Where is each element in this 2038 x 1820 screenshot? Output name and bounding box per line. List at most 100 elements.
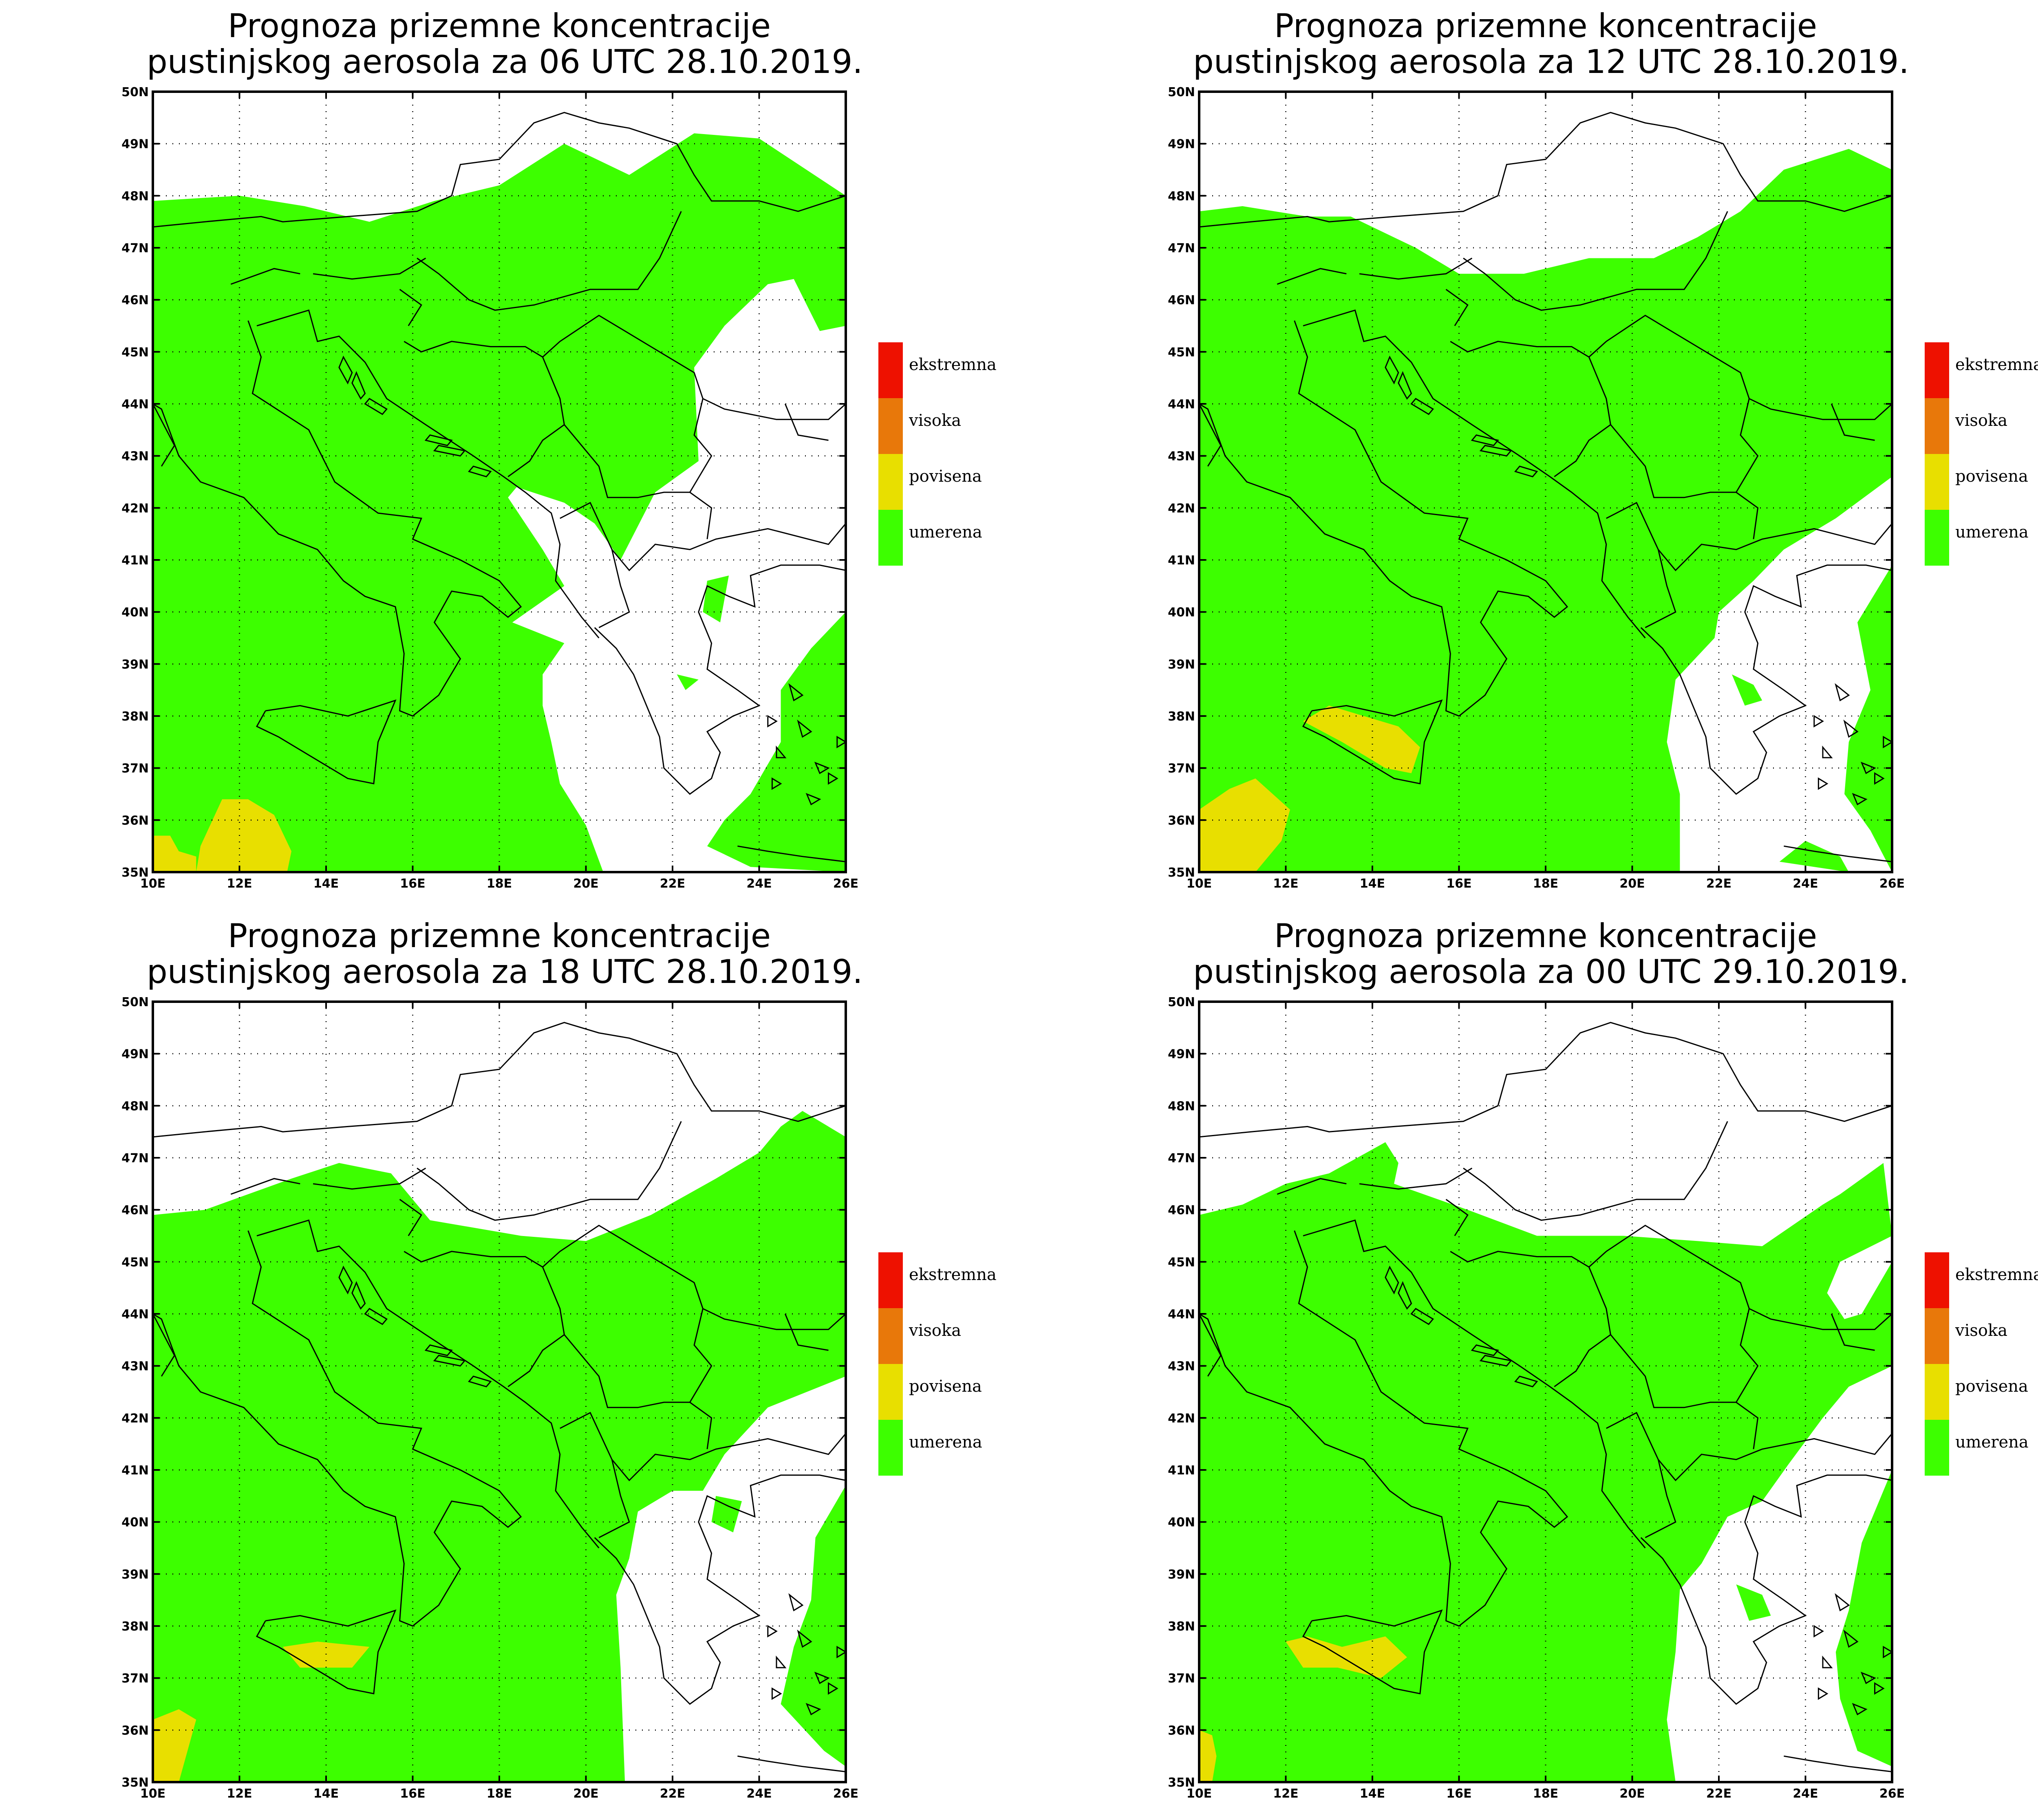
coastline-border	[1199, 1313, 1222, 1377]
coastline-border	[313, 258, 426, 280]
legend-label-ekstremna: ekstremna	[909, 1265, 997, 1284]
coastline-border	[1645, 549, 1676, 628]
legend-swatch-visoka	[1925, 398, 1949, 454]
y-tick-label: 35N	[121, 1776, 149, 1790]
plot-area	[153, 92, 846, 872]
island-outline	[1822, 1655, 1833, 1668]
x-tick-label: 10E	[1187, 877, 1212, 891]
x-tick-label: 14E	[1360, 1787, 1385, 1801]
y-tick-label: 38N	[121, 709, 149, 724]
island-outline	[1385, 1265, 1399, 1295]
y-tick-label: 41N	[1168, 1463, 1195, 1478]
y-tick-label: 37N	[1168, 762, 1195, 776]
umerena-area	[1835, 1470, 1892, 1767]
y-tick-label: 47N	[1168, 241, 1195, 256]
x-tick-label: 20E	[573, 877, 598, 891]
island-outline	[1479, 445, 1512, 457]
coastline-border	[594, 1474, 846, 1705]
island-outline	[797, 1629, 812, 1648]
x-tick-label: 10E	[140, 877, 165, 891]
coastline-border	[399, 289, 422, 326]
island-outline	[814, 762, 830, 774]
island-outline	[1514, 465, 1538, 478]
coastline-border	[1303, 309, 1646, 639]
island-outline	[364, 398, 388, 415]
x-tick-label: 14E	[313, 1787, 339, 1801]
x-tick-label: 12E	[227, 1787, 252, 1801]
panel-title: Prognoza prizemne koncentracije pustinjs…	[147, 7, 863, 80]
island-outline	[828, 1682, 838, 1695]
coastline-border	[1588, 1225, 1892, 1330]
legend-swatch-visoka	[878, 1308, 903, 1364]
legend-swatch-povisena	[1925, 1364, 1949, 1420]
legend-swatch-povisena	[1925, 454, 1949, 510]
coastline-border	[1610, 1334, 1759, 1450]
island-outline	[1471, 434, 1499, 446]
y-tick-label: 38N	[121, 1619, 149, 1634]
y-tick-label: 47N	[121, 241, 149, 256]
island-outline	[1479, 1355, 1512, 1367]
island-outline	[814, 1672, 830, 1684]
x-tick-label: 14E	[313, 877, 339, 891]
legend-swatch-umerena	[1925, 1420, 1949, 1476]
coastline-border	[784, 403, 829, 441]
coastline-border	[1610, 424, 1759, 540]
legend-label-povisena: povisena	[1955, 1377, 2028, 1396]
island-outline	[1860, 1672, 1876, 1684]
y-tick-label: 43N	[1168, 1359, 1195, 1374]
y-tick-label: 42N	[121, 1411, 149, 1426]
umerena-area	[677, 674, 699, 690]
map-panel-18utc: Prognoza prizemne koncentracije pustinjs…	[0, 910, 1046, 1820]
island-outline	[1874, 772, 1885, 785]
x-tick-label: 16E	[1446, 1787, 1471, 1801]
x-tick-label: 24E	[1793, 1787, 1818, 1801]
title-line-2: pustinjskog aerosola za 00 UTC 29.10.201…	[1193, 953, 1909, 991]
legend-swatch-umerena	[878, 1420, 903, 1476]
coastline-border	[1640, 1474, 1892, 1705]
legend-label-ekstremna: ekstremna	[1955, 1265, 2038, 1284]
y-tick-label: 38N	[1168, 709, 1195, 724]
island-outline	[1398, 371, 1412, 400]
island-outline	[836, 1646, 846, 1659]
legend-swatch-ekstremna	[1925, 342, 1949, 398]
coastline-border	[1450, 1251, 1612, 1387]
island-outline	[1813, 715, 1824, 728]
legend-label-povisena: povisena	[909, 467, 982, 486]
x-tick-label: 10E	[140, 1787, 165, 1801]
y-tick-label: 39N	[1168, 657, 1195, 672]
umerena-area	[1736, 1584, 1771, 1621]
x-tick-label: 16E	[400, 1787, 425, 1801]
title-line-1: Prognoza prizemne koncentracije	[227, 7, 771, 45]
y-tick-label: 42N	[1168, 1411, 1195, 1426]
island-outline	[1843, 1629, 1859, 1648]
y-tick-label: 35N	[121, 866, 149, 880]
map-panel-06utc: Prognoza prizemne koncentracije pustinjs…	[0, 0, 1046, 910]
y-tick-label: 49N	[1168, 1047, 1195, 1062]
legend-swatch-povisena	[878, 1364, 903, 1420]
title-line-2: pustinjskog aerosola za 12 UTC 28.10.201…	[1193, 43, 1909, 81]
umerena-area	[1844, 565, 1892, 872]
y-tick-label: 36N	[1168, 813, 1195, 828]
y-tick-label: 47N	[121, 1151, 149, 1166]
coastline-border	[1606, 1412, 1892, 1481]
coastline-border	[1463, 1121, 1728, 1221]
island-outline	[1883, 736, 1892, 749]
coastline-border	[1302, 699, 1443, 784]
coastline-border	[598, 549, 630, 628]
y-tick-label: 48N	[121, 1099, 149, 1113]
coastline-border	[1606, 502, 1892, 571]
legend-label-visoka: visoka	[909, 411, 961, 430]
y-tick-label: 47N	[1168, 1151, 1195, 1166]
island-outline	[1835, 683, 1850, 702]
y-tick-label: 39N	[121, 1567, 149, 1582]
island-outline	[805, 1703, 821, 1716]
island-outline	[1410, 398, 1434, 415]
y-tick-label: 35N	[1168, 1776, 1195, 1790]
y-tick-label: 43N	[121, 449, 149, 464]
coastline-border	[1445, 289, 1469, 326]
island-outline	[468, 1375, 492, 1388]
coastline-border	[153, 112, 846, 228]
x-tick-label: 24E	[746, 877, 772, 891]
island-outline	[1813, 1625, 1824, 1638]
x-tick-label: 16E	[1446, 877, 1471, 891]
